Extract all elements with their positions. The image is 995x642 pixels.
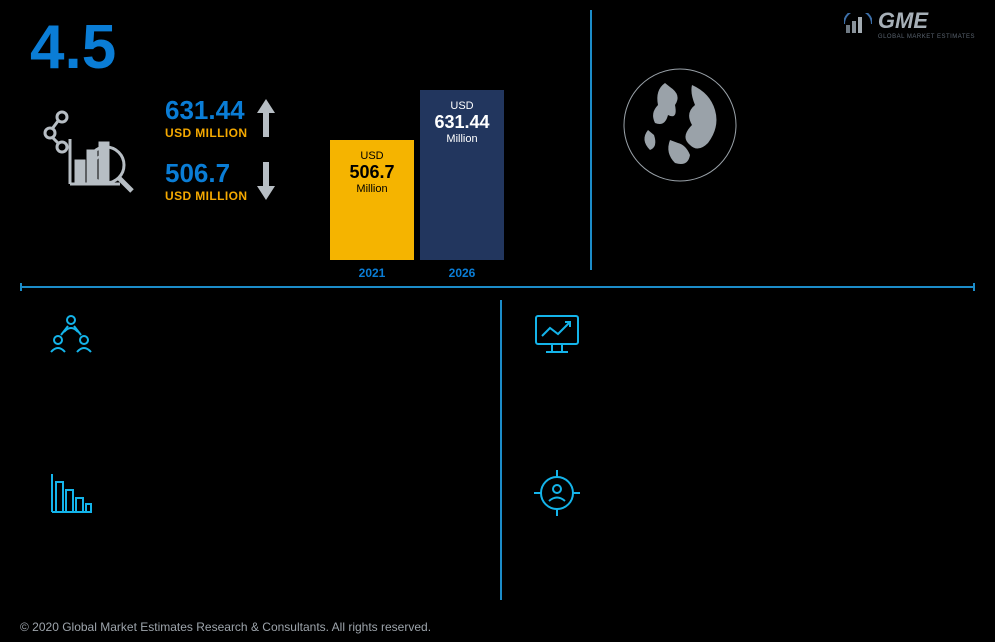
bar-currency: USD: [360, 150, 383, 162]
stat-high: 631.44 USD MILLION: [165, 95, 275, 140]
bar-unit: Million: [446, 133, 477, 145]
divider-vertical-bottom: [500, 300, 502, 600]
arrow-up-icon: [257, 99, 275, 137]
globe-icon: [620, 65, 740, 185]
analytics-icon: [40, 99, 140, 199]
bar-box: USD506.7Million: [330, 140, 414, 260]
bar-year: 2026: [449, 266, 476, 280]
copyright-footer: © 2020 Global Market Estimates Research …: [20, 620, 431, 634]
bar-currency: USD: [450, 100, 473, 112]
bar-value: 506.7: [349, 162, 394, 183]
target-user-icon: [532, 468, 582, 518]
bar-unit: Million: [356, 183, 387, 195]
bar-year: 2021: [359, 266, 386, 280]
bar-decline-icon: [46, 468, 96, 518]
bar-2026: USD631.44Million 2026: [420, 90, 504, 280]
logo-text: GME: [878, 8, 928, 34]
monitor-chart-icon: [532, 310, 582, 360]
divider-vertical-top: [590, 10, 592, 270]
divider-horizontal: [20, 286, 975, 288]
stat-low-value: 506.7: [165, 158, 247, 189]
bar-box: USD631.44Million: [420, 90, 504, 260]
market-bar-chart: USD506.7Million2021USD631.44Million2026: [330, 70, 530, 280]
stat-high-unit: USD MILLION: [165, 126, 247, 140]
bar-value: 631.44: [434, 112, 489, 133]
stat-low: 506.7 USD MILLION: [165, 158, 275, 203]
gme-logo: GME GLOBAL MARKET ESTIMATES: [844, 8, 975, 40]
arrow-down-icon: [257, 162, 275, 200]
stat-high-value: 631.44: [165, 95, 247, 126]
stats-block: 631.44 USD MILLION 506.7 USD MILLION: [40, 95, 275, 203]
logo-mark-icon: [844, 13, 872, 35]
stat-low-unit: USD MILLION: [165, 189, 247, 203]
team-icon: [46, 310, 96, 360]
logo-subtext: GLOBAL MARKET ESTIMATES: [878, 34, 975, 40]
bar-2021: USD506.7Million 2021: [330, 140, 414, 280]
headline-metric: 4.5: [30, 12, 116, 83]
